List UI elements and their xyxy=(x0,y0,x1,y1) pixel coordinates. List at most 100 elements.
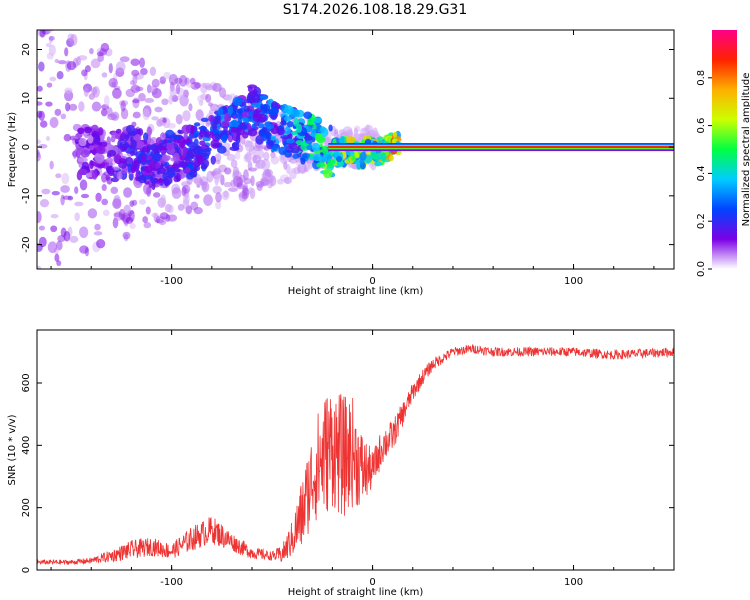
spectrogram-cell xyxy=(101,183,107,191)
spectrogram-cell xyxy=(168,74,179,86)
spectrogram-cell xyxy=(243,169,249,181)
spectrogram-cell xyxy=(87,135,94,144)
spectrogram-cell xyxy=(215,200,222,210)
spectrogram-cell xyxy=(328,124,333,132)
spectrogram-cell xyxy=(135,86,144,92)
spectrogram-cell xyxy=(283,116,292,122)
spectrogram-cell xyxy=(178,75,188,87)
spectrogram-cell xyxy=(128,130,137,137)
spectrogram-cell xyxy=(370,154,379,159)
spectrogram-cell xyxy=(119,56,130,63)
spectrogram-cell xyxy=(182,110,191,122)
spectrogram-cell xyxy=(177,129,182,134)
spectrogram-cell xyxy=(75,132,83,139)
spectrogram-cell xyxy=(96,238,106,249)
spectrogram-cell xyxy=(243,177,252,185)
spectrogram-cell xyxy=(247,160,253,171)
spectrogram-cell xyxy=(88,93,95,100)
plot-frame xyxy=(36,329,675,571)
y-tick-label: 400 xyxy=(21,436,32,455)
spectrogram-cell xyxy=(234,151,241,160)
spectrogram-cell xyxy=(140,67,148,76)
spectrogram-cell xyxy=(151,212,159,218)
spectrogram-cell xyxy=(95,192,102,203)
spectrogram-cell xyxy=(99,48,108,56)
spectrogram-cell xyxy=(37,211,42,223)
spectrogram-cell xyxy=(193,206,203,215)
spectrogram-cell xyxy=(185,167,191,174)
spectrogram-cell xyxy=(119,141,130,149)
y-tick-label: 10 xyxy=(21,92,32,105)
spectrogram-cell xyxy=(163,177,170,187)
spectrogram-cells xyxy=(37,30,674,269)
figure-title: S174.2026.108.18.29.G31 xyxy=(282,2,468,18)
spectrogram-cell xyxy=(66,61,77,71)
spectrogram-cell xyxy=(185,172,195,180)
spectrogram-cell xyxy=(179,140,185,149)
spectrogram-cell xyxy=(351,155,356,161)
spectrogram-cell xyxy=(142,132,149,142)
spectrogram-cell xyxy=(174,168,181,173)
spectrogram-cell xyxy=(306,121,314,126)
spectrogram-cell xyxy=(354,152,360,159)
spectrogram-cell xyxy=(175,83,181,95)
spectrogram-cell xyxy=(131,69,140,77)
spectrogram-cell xyxy=(132,111,141,119)
spectrogram-cell xyxy=(154,106,163,113)
spectrogram-cell xyxy=(159,142,168,148)
spectrogram-cell xyxy=(241,193,248,200)
spectrogram-cell xyxy=(380,152,387,162)
spectrogram-cell xyxy=(142,216,149,223)
spectrogram-cell xyxy=(216,145,227,154)
spectrogram-cell xyxy=(252,93,261,104)
spectrogram-cell xyxy=(55,173,62,179)
spectrogram-cell xyxy=(300,157,306,165)
spectrogram-cell xyxy=(41,188,51,195)
spectrogram-cell xyxy=(167,204,174,214)
spectrogram-cell xyxy=(116,171,123,180)
spectrogram-cell xyxy=(177,94,187,101)
spectrogram-cell xyxy=(60,185,70,193)
spectrogram-cell xyxy=(255,108,262,114)
x-tick-label: -100 xyxy=(160,577,183,588)
spectrogram-cell xyxy=(91,169,98,180)
spectrogram-cell xyxy=(110,186,119,195)
spectrogram-cell xyxy=(224,167,232,175)
spectrogram-cell xyxy=(247,128,258,137)
spectrogram-cell xyxy=(319,126,326,133)
spectrogram-cell xyxy=(101,198,109,206)
spectrogram-cell xyxy=(84,126,92,134)
spectrogram-cell xyxy=(74,201,84,207)
spectrogram-cell xyxy=(138,199,147,205)
spectrogram-cell xyxy=(123,204,131,215)
spectrogram-cell xyxy=(195,153,202,160)
spectrogram-cell xyxy=(129,150,136,156)
x-axis-label: Height of straight line (km) xyxy=(288,587,424,598)
spectrogram-cell xyxy=(115,61,126,73)
spectrogram-cell xyxy=(171,187,182,199)
spectrogram-cell xyxy=(322,168,333,179)
spectrogram-cell xyxy=(77,168,88,175)
spectrogram-cell xyxy=(107,113,118,121)
spectrogram-cell xyxy=(303,134,313,141)
spectrogram-cell xyxy=(173,134,181,141)
spectrogram-cell xyxy=(61,172,70,185)
spectrogram-cell xyxy=(74,186,79,194)
spectrogram-cell xyxy=(205,93,212,103)
spectrogram-cell xyxy=(141,146,150,153)
spectrogram-cell xyxy=(133,133,142,142)
spectrogram-cell xyxy=(193,122,201,127)
spectrogram-cell xyxy=(79,179,88,191)
spectrogram-cell xyxy=(291,109,300,118)
spectrogram-cell xyxy=(157,178,165,183)
spectrogram-cell xyxy=(209,103,219,112)
spectrogram-cell xyxy=(110,177,119,183)
spectrogram-cell xyxy=(49,160,54,170)
spectrogram-cell xyxy=(37,101,43,106)
spectrogram-cell xyxy=(90,58,101,69)
y-tick-label: 0 xyxy=(21,144,32,150)
spectrogram-cell xyxy=(54,58,59,63)
spectrogram-cell xyxy=(37,139,42,145)
